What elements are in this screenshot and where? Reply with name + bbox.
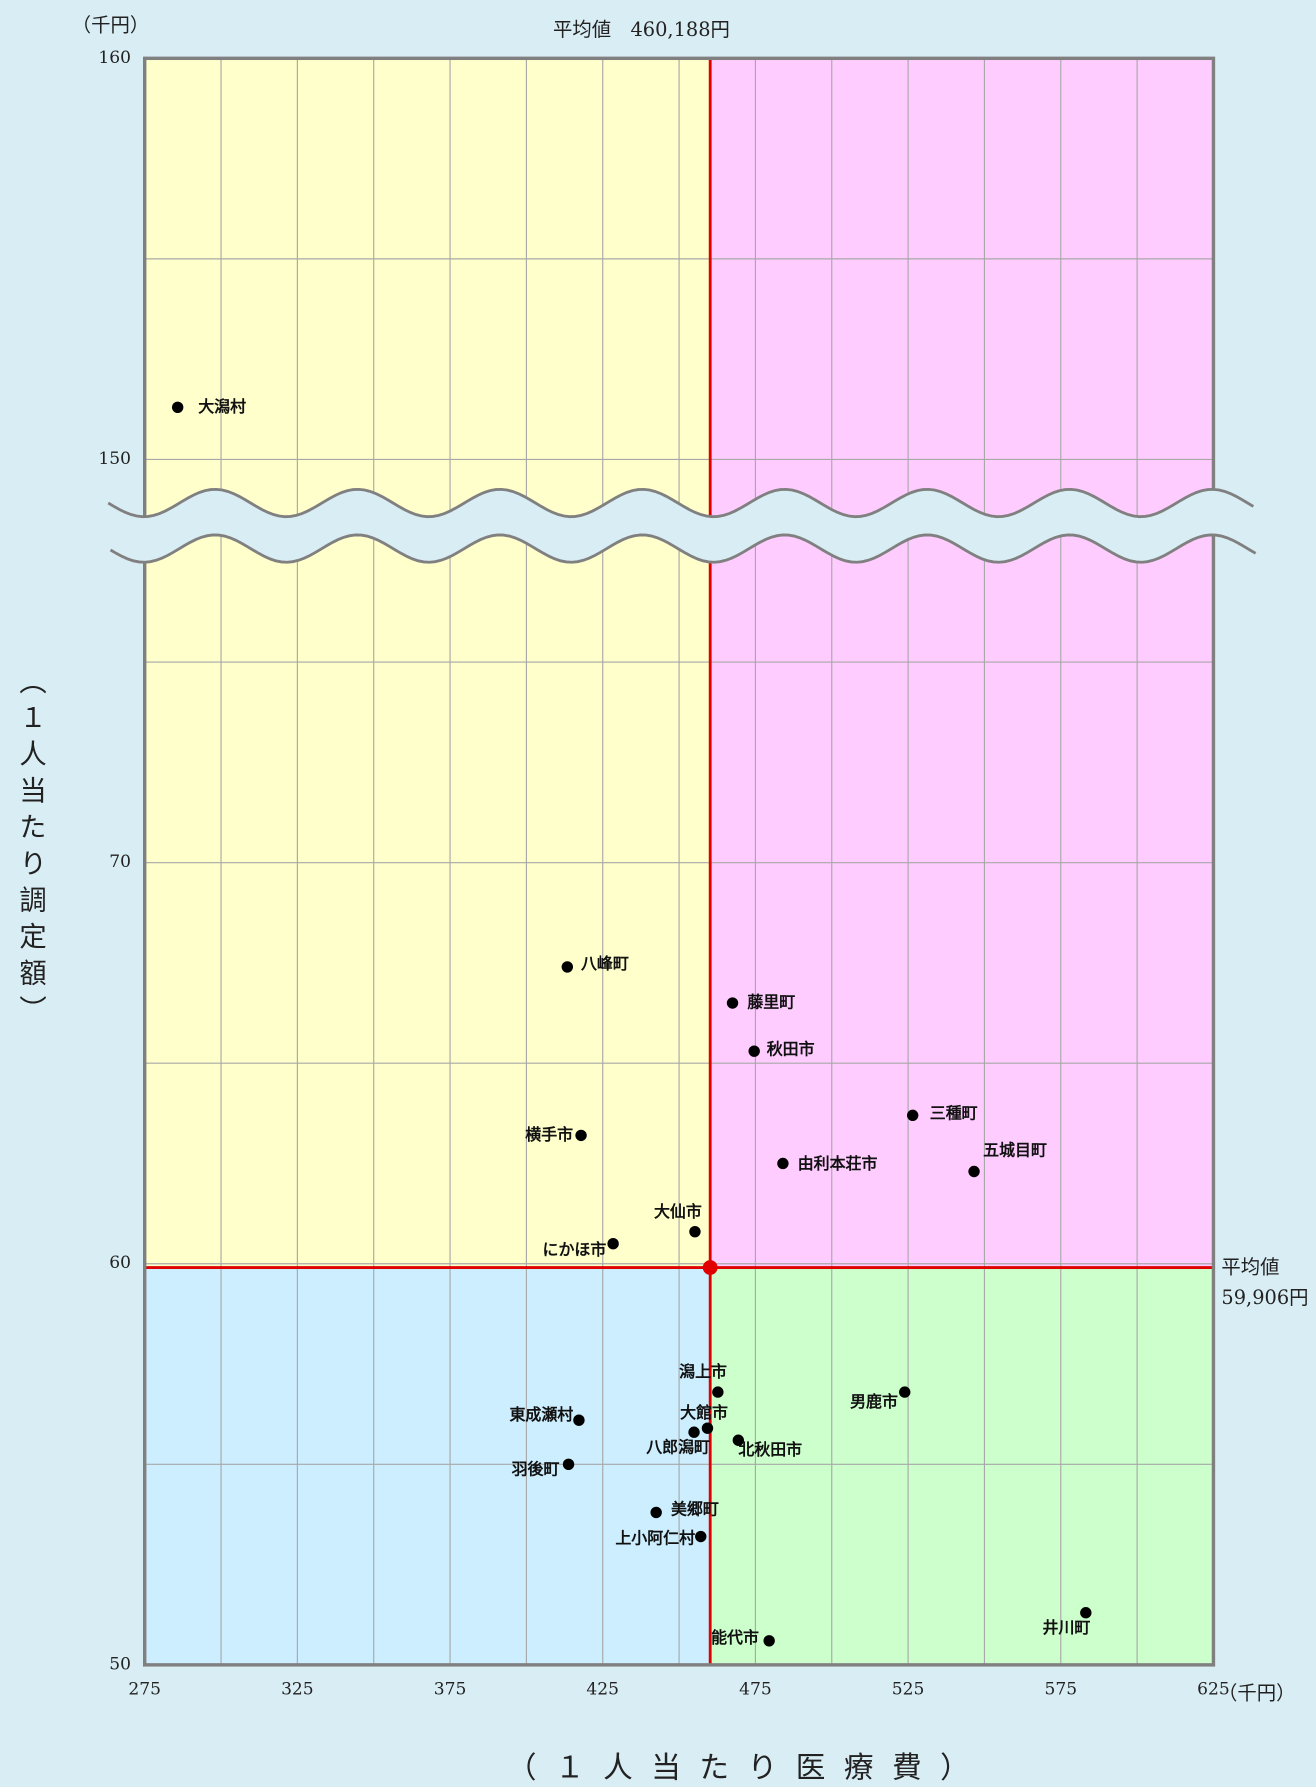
- x-tick-label: 475: [739, 1679, 772, 1699]
- x-axis-title: （ １ 人 当 た り 医 療 費 ）: [507, 1751, 974, 1785]
- point: [748, 1045, 760, 1057]
- point-label: 北秋田市: [738, 1440, 802, 1459]
- point-label: 上小阿仁村: [615, 1528, 695, 1547]
- y-unit-label: （千円）: [72, 13, 149, 36]
- quadrant: [710, 58, 1214, 1268]
- point-label: 能代市: [711, 1628, 759, 1647]
- point: [573, 1414, 585, 1426]
- quadrant: [710, 1267, 1214, 1665]
- point: [906, 1109, 919, 1122]
- point-label: にかほ市: [543, 1240, 607, 1259]
- point-label: 三種町: [930, 1104, 978, 1123]
- axis-break-edge: [107, 487, 1255, 519]
- point-label: 男鹿市: [850, 1392, 898, 1411]
- y-tick-label: 150: [98, 449, 131, 469]
- point: [562, 1458, 575, 1471]
- point: [712, 1386, 724, 1398]
- mean-x-label: 平均値 460,188円: [553, 18, 730, 41]
- point-label: 横手市: [525, 1125, 573, 1144]
- mean-y-label: 平均値: [1221, 1255, 1279, 1278]
- x-tick-label: 625: [1197, 1679, 1230, 1699]
- y-tick-label: 160: [98, 48, 131, 68]
- point-label: 大潟村: [198, 397, 246, 416]
- x-tick-label: 425: [586, 1679, 619, 1699]
- point: [968, 1165, 980, 1178]
- x-tick-label: 525: [892, 1679, 925, 1699]
- point-label: 由利本荘市: [798, 1154, 878, 1173]
- point-label: 八郎潟町: [646, 1438, 710, 1457]
- point: [561, 961, 574, 973]
- point: [899, 1386, 911, 1398]
- point-label: 大仙市: [654, 1202, 702, 1221]
- quadrant: [144, 58, 711, 1268]
- point: [777, 1157, 789, 1170]
- point-label: 八峰町: [581, 954, 629, 973]
- point-label: 五城目町: [983, 1140, 1047, 1159]
- point-label: 東成瀬村: [509, 1405, 573, 1424]
- point: [607, 1238, 619, 1250]
- point: [701, 1422, 714, 1434]
- point: [575, 1129, 587, 1142]
- y-tick-label: 50: [109, 1654, 131, 1674]
- x-tick-label: 575: [1044, 1679, 1077, 1699]
- point: [763, 1635, 775, 1647]
- axis-break-edge: [109, 533, 1257, 564]
- point-label: 藤里町: [747, 993, 795, 1012]
- point: [650, 1506, 662, 1519]
- x-tick-label: 375: [434, 1679, 467, 1699]
- mean-y-label: 59,906円: [1221, 1286, 1308, 1309]
- y-axis-title: （１人当たり調定額）: [14, 667, 47, 1032]
- point-label: 秋田市: [767, 1040, 815, 1059]
- point-label: 大館市: [680, 1403, 728, 1422]
- point-label: 潟上市: [679, 1362, 727, 1381]
- point: [695, 1530, 707, 1543]
- point: [726, 997, 739, 1009]
- point-label: 羽後町: [512, 1460, 560, 1479]
- plot-frame: [142, 56, 1216, 1667]
- point: [1080, 1607, 1092, 1619]
- point: [688, 1426, 700, 1438]
- y-tick-label: 70: [109, 852, 131, 872]
- x-unit-label: （千円）: [1218, 1681, 1295, 1704]
- x-tick-label: 275: [128, 1679, 161, 1699]
- mean-point: [702, 1260, 718, 1275]
- quadrant: [144, 1267, 711, 1665]
- point: [689, 1225, 701, 1238]
- point-label: 井川町: [1043, 1618, 1091, 1637]
- point-label: 美郷町: [671, 1500, 719, 1519]
- point: [171, 401, 184, 413]
- y-tick-label: 60: [109, 1253, 131, 1273]
- x-tick-label: 325: [281, 1679, 314, 1699]
- point: [732, 1434, 745, 1446]
